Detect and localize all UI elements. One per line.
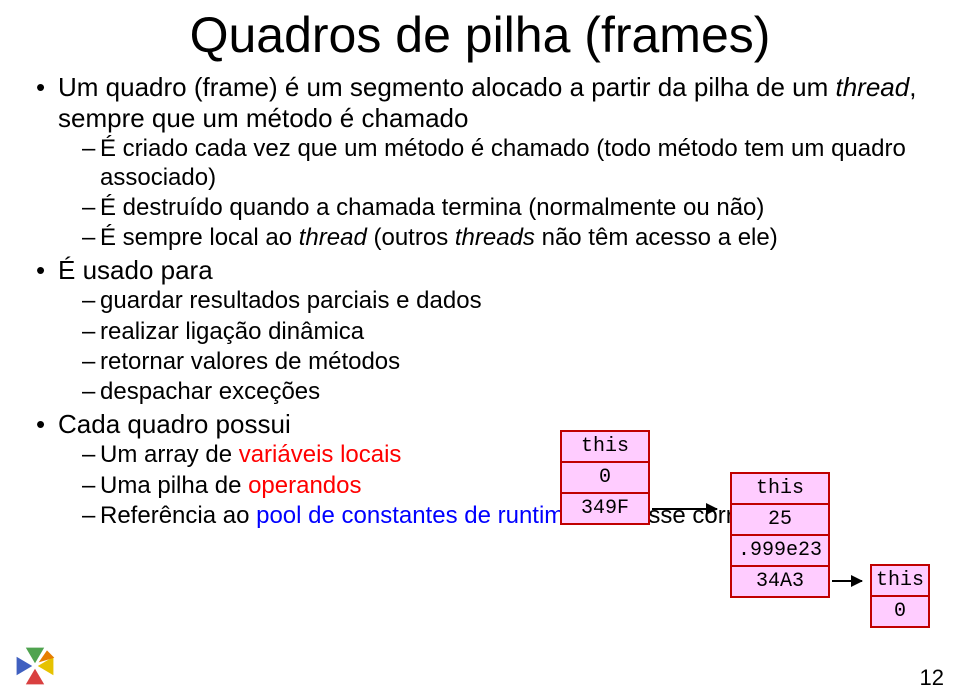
b3s2-red: operandos (248, 472, 361, 499)
b1-sub1: É criado cada vez que um método é chamad… (82, 135, 930, 192)
b3s3-pre: Referência ao (100, 502, 256, 529)
stack-box-2: this 25 .999e23 34A3 (730, 472, 830, 598)
b1-sub3: É sempre local ao thread (outros threads… (82, 224, 930, 252)
arrow-2 (832, 580, 862, 582)
b1-text-pre: Um quadro (frame) é um segmento alocado … (58, 72, 836, 102)
stack1-cell-2: 349F (562, 494, 648, 523)
arrow-1 (652, 508, 717, 510)
b2-sub3: retornar valores de métodos (82, 348, 930, 376)
b1s3-it2: threads (455, 224, 535, 251)
stack3-cell-0: this (872, 566, 928, 597)
stack2-cell-1: 25 (732, 505, 828, 536)
b2-sub4: despachar exceções (82, 378, 930, 406)
stack2-cell-2: .999e23 (732, 536, 828, 567)
b3-text: Cada quadro possui (58, 409, 291, 439)
b2-sub2: realizar ligação dinâmica (82, 318, 930, 346)
slide-title: Quadros de pilha (frames) (30, 0, 930, 64)
logo-tri-left (17, 657, 33, 675)
b3s2-pre: Uma pilha de (100, 472, 248, 499)
logo-icon (12, 643, 58, 689)
page-number: 12 (920, 665, 944, 691)
b1s3-pre: É sempre local ao (100, 224, 299, 251)
b3s1-red: variáveis locais (239, 441, 402, 468)
b2-sub1: guardar resultados parciais e dados (82, 287, 930, 315)
b1s3-post: não têm acesso a ele) (535, 224, 778, 251)
stack-box-1: this 0 349F (560, 430, 650, 525)
b1s3-mid: (outros (367, 224, 455, 251)
logo-tri-bottom (26, 669, 44, 685)
b1s3-it1: thread (299, 224, 367, 251)
bullet-1: Um quadro (frame) é um segmento alocado … (36, 72, 930, 253)
stack-box-3: this 0 (870, 564, 930, 628)
b1-sub2: É destruído quando a chamada termina (no… (82, 194, 930, 222)
b2-text: É usado para (58, 255, 213, 285)
stack1-cell-0: this (562, 432, 648, 463)
bullet-2: É usado para guardar resultados parciais… (36, 255, 930, 407)
b3s3-blue: pool de constantes de runtime (256, 502, 578, 529)
stack3-cell-1: 0 (872, 597, 928, 626)
b3s1-pre: Um array de (100, 441, 239, 468)
stack-diagram: this 0 349F this 25 .999e23 34A3 this 0 (560, 430, 930, 660)
stack2-cell-3: 34A3 (732, 567, 828, 596)
b1-italic: thread (836, 72, 910, 102)
stack1-cell-1: 0 (562, 463, 648, 494)
stack2-cell-0: this (732, 474, 828, 505)
